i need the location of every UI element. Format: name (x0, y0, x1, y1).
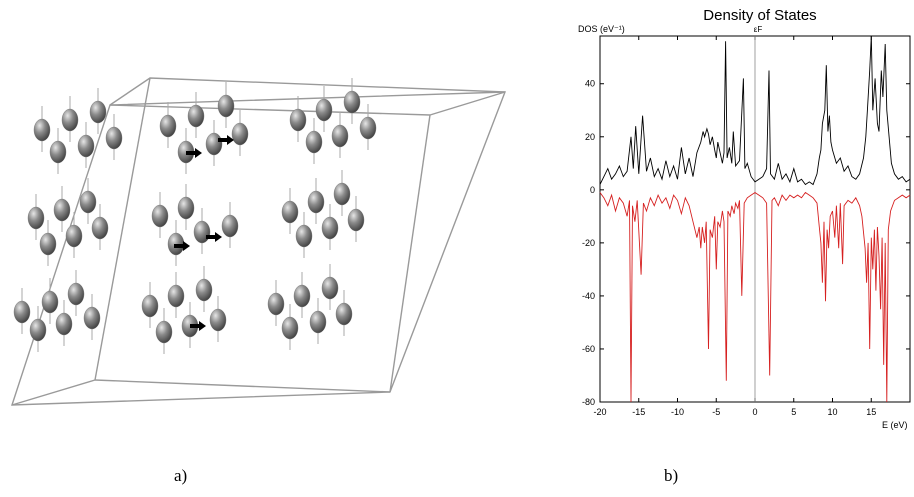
axis-ticks: -20 -15 -10 -5 0 5 10 15 -80 -60 -40 -20 0 20 40 (582, 36, 910, 417)
dos-series (599, 35, 911, 403)
atom (281, 316, 299, 340)
dos-spin-up-line (599, 35, 911, 186)
atom (281, 200, 299, 224)
atom (333, 182, 351, 206)
unit-cell-outline (11, 77, 507, 406)
x-tick-label: 10 (827, 407, 837, 417)
spin-arrow (190, 321, 206, 331)
atom (205, 132, 223, 156)
atom (55, 312, 73, 336)
atom (53, 198, 71, 222)
atom (65, 224, 83, 248)
y-tick-label: -80 (582, 397, 595, 407)
atom (335, 302, 353, 326)
atom (187, 104, 205, 128)
y-tick-label: -40 (582, 291, 595, 301)
y-tick-label: 40 (585, 79, 595, 89)
atom (307, 190, 325, 214)
atom (13, 300, 31, 324)
atom (105, 126, 123, 150)
atom (177, 196, 195, 220)
atom (331, 124, 349, 148)
atom (193, 220, 211, 244)
x-tick-label: -20 (593, 407, 606, 417)
atom (221, 214, 239, 238)
atom (67, 282, 85, 306)
atom-cluster-group (13, 78, 377, 354)
y-axis-label: DOS (eV⁻¹) (578, 24, 625, 34)
atom (29, 318, 47, 342)
caption-a: a) (174, 466, 188, 485)
crystal-structure-figure (11, 77, 507, 406)
y-tick-label: -20 (582, 238, 595, 248)
atom (159, 114, 177, 138)
x-axis-label: E (eV) (882, 420, 908, 430)
atom (39, 232, 57, 256)
atom (309, 310, 327, 334)
atom (91, 216, 109, 240)
atom (347, 208, 365, 232)
spin-arrow (186, 148, 202, 158)
atom (209, 308, 227, 332)
y-tick-label: -60 (582, 344, 595, 354)
atom (195, 278, 213, 302)
x-tick-label: 15 (866, 407, 876, 417)
atom (89, 100, 107, 124)
atom (289, 108, 307, 132)
y-tick-label: 0 (590, 185, 595, 195)
atom (83, 306, 101, 330)
atom (343, 90, 361, 114)
chart-title: Density of States (703, 7, 816, 24)
atom (49, 140, 67, 164)
atom (267, 292, 285, 316)
magnetic-moment-arrows (174, 135, 234, 331)
spin-arrow (174, 241, 190, 251)
atom (77, 134, 95, 158)
x-tick-label: 0 (752, 407, 757, 417)
atom (315, 98, 333, 122)
y-tick-label: 20 (585, 132, 595, 142)
atom (359, 116, 377, 140)
atom (79, 190, 97, 214)
spin-arrow (218, 135, 234, 145)
atom (27, 206, 45, 230)
atom (41, 290, 59, 314)
atom (167, 284, 185, 308)
atom (321, 276, 339, 300)
atom (293, 284, 311, 308)
atom (33, 118, 51, 142)
dos-chart: Density of States DOS (eV⁻¹) εF -20 -15 -1… (578, 7, 911, 430)
atom (151, 204, 169, 228)
atom (61, 108, 79, 132)
x-tick-label: 5 (791, 407, 796, 417)
atom (155, 320, 173, 344)
x-tick-label: -10 (671, 407, 684, 417)
atom (321, 216, 339, 240)
atom (217, 94, 235, 118)
fermi-label: εF (754, 25, 763, 34)
atom (305, 130, 323, 154)
x-tick-label: -5 (712, 407, 720, 417)
spin-arrow (206, 232, 222, 242)
atom (295, 224, 313, 248)
x-tick-label: -15 (632, 407, 645, 417)
caption-b: b) (664, 466, 679, 485)
atom (141, 294, 159, 318)
atom (231, 122, 249, 146)
dos-spin-down-line (599, 191, 911, 403)
